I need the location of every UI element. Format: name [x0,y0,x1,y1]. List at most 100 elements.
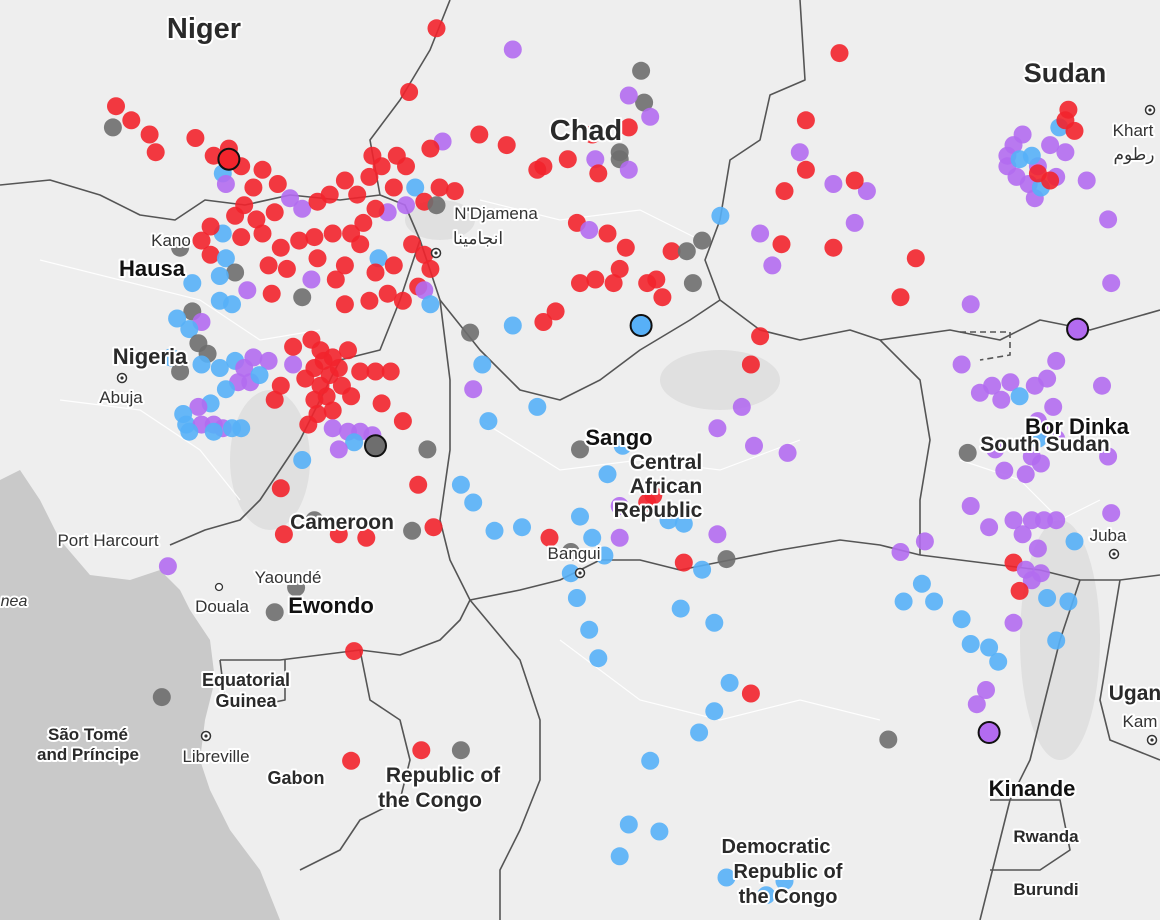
regional-border-chad [479,199,701,241]
data-point-red [335,295,354,314]
relief-mountains-cameroon [230,390,310,530]
data-point-blue [580,620,599,639]
city-marker-ndjamena [430,247,442,259]
data-point-gray [571,440,589,459]
data-point-purple [1016,465,1035,484]
data-point-blue [980,638,999,657]
country-label-sao-tome-line2: and Príncipe [37,745,139,764]
data-point-red [403,235,422,254]
data-point-purple [790,143,809,162]
data-point-red [571,274,589,293]
country-label-cameroon: Cameroon [290,511,394,534]
data-point-purple [329,440,348,459]
data-point-red [1059,100,1078,119]
data-point-gray [717,550,736,569]
data-point-red [589,164,608,183]
data-point-blue [912,574,931,593]
data-point-red [342,751,361,770]
data-point-red [244,178,263,197]
data-point-purple [1102,504,1121,523]
data-point-red [497,136,516,155]
country-labels: Niger Chad Sudan Nigeria Cameroon Centra… [35,11,1160,910]
data-point-red [796,111,815,130]
data-point-purple [284,355,303,374]
data-point-blue [961,635,980,653]
language-marker-0 [217,147,241,171]
data-point-blue [421,295,440,314]
data-point-purple [983,376,1002,395]
data-point-purple [503,40,522,59]
data-point-blue [775,872,794,891]
data-point-gray [677,242,696,261]
data-point-red [470,125,489,144]
data-point-red [232,228,251,247]
country-label-sao-tome-line1: São Tomé [48,725,128,744]
data-point-blue [589,649,608,668]
data-point-red [360,291,379,310]
data-point-blue [216,380,235,399]
data-point-red [357,528,376,547]
data-point-purple [189,397,208,416]
data-point-red [616,238,635,257]
data-point-purple [986,440,1005,459]
city-label-ndjamena-arabic: انجامينا [453,229,503,248]
city-label-douala: Douala [195,597,249,616]
city-marker-bangui [574,567,586,579]
data-point-purple [610,497,629,515]
data-point-purple [763,256,782,275]
data-point-red [339,341,357,360]
data-point-gray [287,578,306,597]
data-point-red [772,235,791,254]
data-point-gray [103,118,122,137]
data-point-blue [192,355,211,374]
data-point-purple [845,213,864,232]
city-label-libreville: Libreville [182,747,249,766]
data-point-purple [1031,564,1050,583]
data-point-purple [977,681,995,699]
country-label-car-line3: Republic [614,499,703,522]
data-point-red [366,199,385,218]
data-point-gray [226,263,245,282]
data-point-red [384,256,403,275]
data-point-red [445,182,464,201]
data-point-purple [1056,143,1075,162]
data-point-red [775,182,794,201]
country-label-niger: Niger [167,13,241,45]
border-equatorial-guinea [219,659,286,706]
city-marker-juba [1108,548,1120,560]
data-point-gray [461,323,480,342]
data-point-red [1010,581,1029,600]
data-point-red [107,97,125,116]
data-point-red [305,390,324,409]
data-point-purple [619,160,638,179]
data-point-red [586,270,605,289]
language-marker-1 [364,434,387,458]
regional-border-southsudan [959,459,1101,521]
city-marker-khartoum [1144,104,1156,116]
country-label-south-sudan: South Sudan [980,433,1110,456]
data-point-purple [915,532,934,551]
data-point-red [323,224,342,243]
data-point-red [381,362,400,381]
regional-border-nigeria-2 [59,399,241,501]
data-point-blue [464,493,483,512]
data-point-gray [610,143,629,162]
data-point-red [259,256,278,275]
data-point-purple [1001,373,1020,392]
data-point-purple [610,528,629,547]
data-point-red [192,231,211,250]
data-point-red [326,270,345,289]
city-label-abuja: Abuja [99,388,143,407]
language-marker-3 [1066,317,1090,341]
data-point-purple [619,86,638,105]
data-point-purple [1041,136,1060,155]
data-point-red [351,362,370,381]
city-label-bangui: Bangui [548,544,601,563]
data-point-red [604,274,623,293]
data-point-gray [293,288,312,307]
data-point-purple [708,525,727,544]
border-cameroon-car [439,299,471,601]
country-label-drc-line1: Democratic [722,836,831,858]
data-point-blue [161,348,180,367]
